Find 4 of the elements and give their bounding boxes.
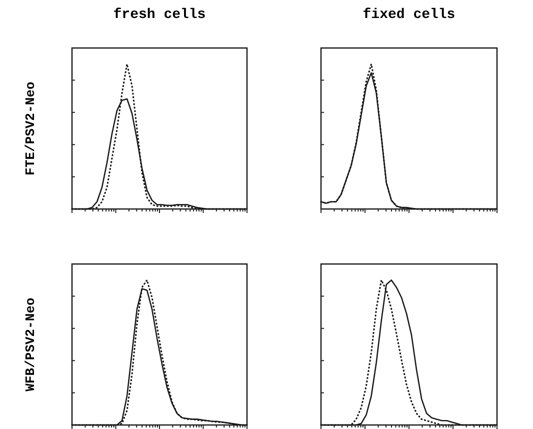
chart-title: fixed cells (362, 7, 456, 23)
chart-title: fresh cells (113, 7, 206, 23)
y-axis-title: FTE/PSV2-Neo (23, 82, 38, 176)
y-axis-title: WFB/PSV2-Neo (23, 298, 38, 392)
